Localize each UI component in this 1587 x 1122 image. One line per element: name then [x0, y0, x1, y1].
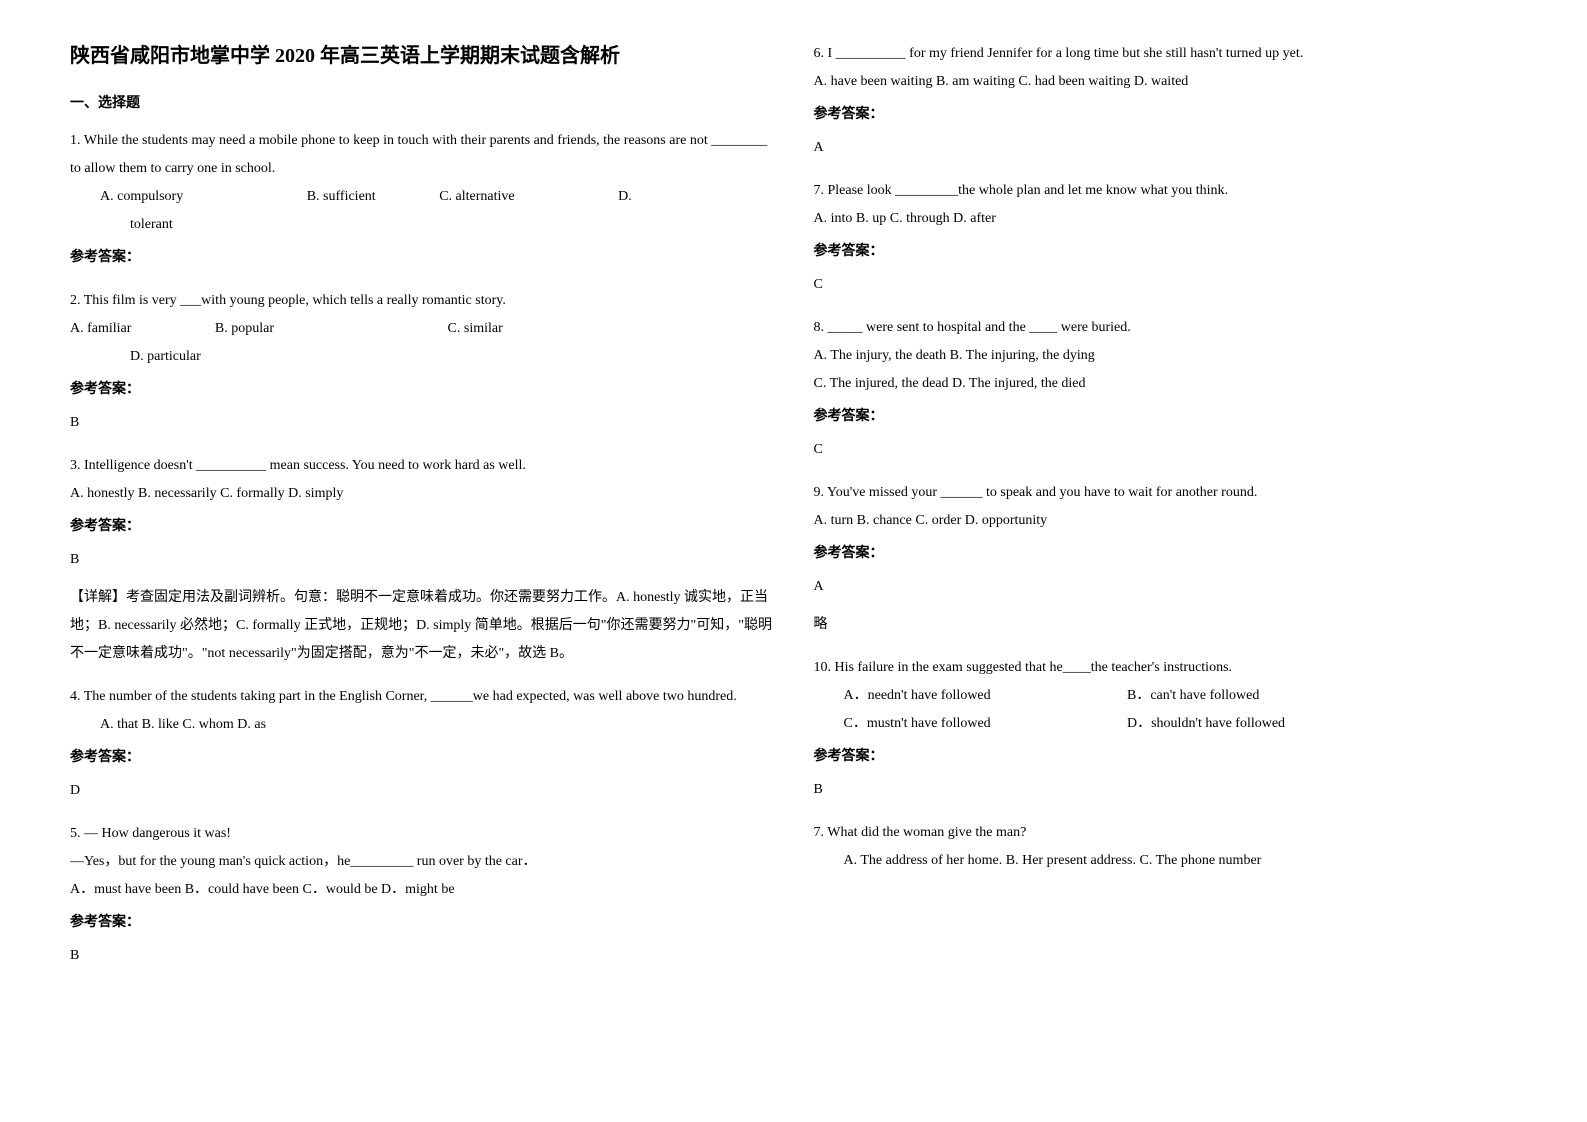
q10-optA: A．needn't have followed: [844, 682, 1124, 710]
q3-options: A. honestly B. necessarily C. formally D…: [70, 480, 774, 508]
q3-answer-label: 参考答案：: [70, 513, 774, 541]
q10-optsCD: C．mustn't have followed D．shouldn't have…: [814, 710, 1518, 738]
q10-optB: B．can't have followed: [1127, 688, 1259, 703]
q1-optD-prefix: D.: [618, 189, 632, 204]
q5-answer: B: [70, 942, 774, 970]
q2-optC: C. similar: [448, 321, 503, 336]
q2-optB: B. popular: [215, 321, 274, 336]
q4-answer: D: [70, 777, 774, 805]
q5-text1: 5. — How dangerous it was!: [70, 820, 774, 848]
q2-answer-label: 参考答案：: [70, 376, 774, 404]
question-5: 5. — How dangerous it was! —Yes，but for …: [70, 820, 774, 970]
q10-answer: B: [814, 776, 1518, 804]
q10-optsAB: A．needn't have followed B．can't have fol…: [814, 682, 1518, 710]
q8-answer-label: 参考答案：: [814, 403, 1518, 431]
q7-answer: C: [814, 271, 1518, 299]
q1-answer-label: 参考答案：: [70, 244, 774, 272]
q9-text: 9. You've missed your ______ to speak an…: [814, 479, 1518, 507]
question-8: 8. _____ were sent to hospital and the _…: [814, 314, 1518, 464]
question-extra: 7. What did the woman give the man? A. T…: [814, 819, 1518, 875]
question-6: 6. I __________ for my friend Jennifer f…: [814, 40, 1518, 162]
q10-answer-label: 参考答案：: [814, 743, 1518, 771]
q4-options: A. that B. like C. whom D. as: [70, 711, 774, 739]
q9-note: 略: [814, 611, 1518, 639]
q8-answer: C: [814, 436, 1518, 464]
question-3: 3. Intelligence doesn't __________ mean …: [70, 452, 774, 668]
q6-answer: A: [814, 134, 1518, 162]
q2-optD: D. particular: [70, 343, 774, 371]
q1-optC: C. alternative: [439, 189, 514, 204]
q7-text: 7. Please look _________the whole plan a…: [814, 177, 1518, 205]
question-1: 1. While the students may need a mobile …: [70, 127, 774, 272]
q10-optC: C．mustn't have followed: [844, 710, 1124, 738]
qextra-options: A. The address of her home. B. Her prese…: [814, 847, 1518, 875]
q5-answer-label: 参考答案：: [70, 909, 774, 937]
q9-answer-label: 参考答案：: [814, 540, 1518, 568]
q8-text: 8. _____ were sent to hospital and the _…: [814, 314, 1518, 342]
section-header: 一、选择题: [70, 92, 774, 112]
q1-text: 1. While the students may need a mobile …: [70, 127, 774, 183]
q1-optB: B. sufficient: [307, 189, 376, 204]
q7-answer-label: 参考答案：: [814, 238, 1518, 266]
question-7: 7. Please look _________the whole plan a…: [814, 177, 1518, 299]
question-9: 9. You've missed your ______ to speak an…: [814, 479, 1518, 639]
q2-text: 2. This film is very ___with young peopl…: [70, 287, 774, 315]
qextra-text: 7. What did the woman give the man?: [814, 819, 1518, 847]
q9-options: A. turn B. chance C. order D. opportunit…: [814, 507, 1518, 535]
question-10: 10. His failure in the exam suggested th…: [814, 654, 1518, 804]
q5-options: A．must have been B．could have been C．wou…: [70, 876, 774, 904]
q6-text: 6. I __________ for my friend Jennifer f…: [814, 40, 1518, 68]
q2-optA: A. familiar: [70, 321, 131, 336]
q2-options-row1: A. familiar B. popular C. similar: [70, 315, 774, 343]
question-2: 2. This film is very ___with young peopl…: [70, 287, 774, 437]
q3-explanation: 【详解】考查固定用法及副词辨析。句意：聪明不一定意味着成功。你还需要努力工作。A…: [70, 584, 774, 668]
question-4: 4. The number of the students taking par…: [70, 683, 774, 805]
q3-text: 3. Intelligence doesn't __________ mean …: [70, 452, 774, 480]
q4-answer-label: 参考答案：: [70, 744, 774, 772]
q1-optA: A. compulsory: [70, 189, 183, 204]
q8-optAB: A. The injury, the death B. The injuring…: [814, 342, 1518, 370]
q7-options: A. into B. up C. through D. after: [814, 205, 1518, 233]
q6-options: A. have been waiting B. am waiting C. ha…: [814, 68, 1518, 96]
q1-options: A. compulsory B. sufficient C. alternati…: [70, 183, 774, 211]
q1-optD: tolerant: [70, 211, 774, 239]
q6-answer-label: 参考答案：: [814, 101, 1518, 129]
q2-answer: B: [70, 409, 774, 437]
q9-answer: A: [814, 573, 1518, 601]
q8-optCD: C. The injured, the dead D. The injured,…: [814, 370, 1518, 398]
document-title: 陕西省咸阳市地掌中学 2020 年高三英语上学期期末试题含解析: [70, 40, 774, 72]
q5-text2: —Yes，but for the young man's quick actio…: [70, 848, 774, 876]
q4-text: 4. The number of the students taking par…: [70, 683, 774, 711]
q3-answer: B: [70, 546, 774, 574]
q10-optD: D．shouldn't have followed: [1127, 716, 1285, 731]
q10-text: 10. His failure in the exam suggested th…: [814, 654, 1518, 682]
